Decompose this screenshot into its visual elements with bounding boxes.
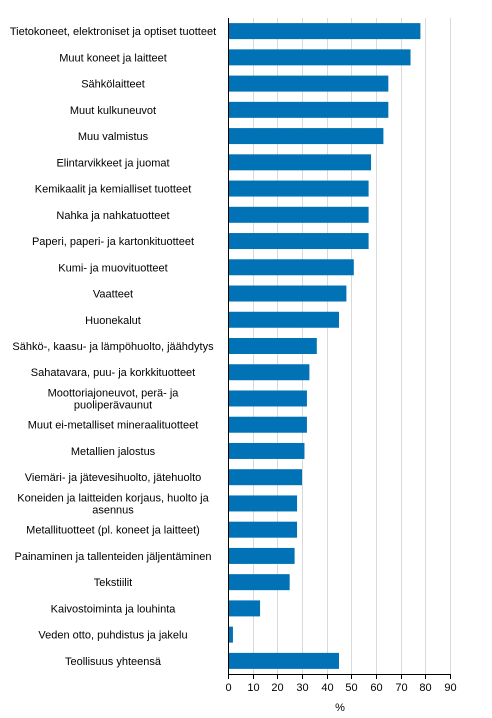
category-label-line: Nahka ja nahkatuotteet xyxy=(56,210,169,222)
category-label-line: Sahatavara, puu- ja korkkituotteet xyxy=(31,367,195,379)
bar-17 xyxy=(228,442,305,459)
bar-25 xyxy=(228,652,339,669)
category-label-6: Elintarvikkeet ja juomat xyxy=(56,157,169,169)
category-label-15: Moottoriajoneuvot, perä- ja puoliperävaun… xyxy=(48,387,180,411)
bar-16 xyxy=(228,416,307,433)
category-label-line: Muut ei-metalliset mineraalituotteet xyxy=(28,420,199,432)
category-label-line: Paperi, paperi- ja kartonkituotteet xyxy=(32,236,194,248)
category-label-7: Kemikaalit ja kemialliset tuotteet xyxy=(35,184,192,196)
category-label-line: Kemikaalit ja kemialliset tuotteet xyxy=(35,184,192,196)
x-axis-title: % xyxy=(335,702,345,714)
bar-23 xyxy=(228,600,261,617)
category-label-line: Muut koneet ja laitteet xyxy=(59,52,167,64)
x-tick-label-50: 50 xyxy=(345,682,357,694)
category-label-12: Huonekalut xyxy=(85,315,141,327)
category-label-21: Painaminen ja tallenteiden jäljentäminen xyxy=(15,551,212,563)
category-label-line: Veden otto, puhdistus ja jakelu xyxy=(38,630,187,642)
bar-18 xyxy=(228,469,302,486)
category-label-14: Sahatavara, puu- ja korkkituotteet xyxy=(31,367,195,379)
category-label-16: Muut ei-metalliset mineraalituotteet xyxy=(28,420,199,432)
bar-24 xyxy=(228,626,233,643)
bar-12 xyxy=(228,311,339,328)
axes xyxy=(228,18,451,679)
category-label-2: Muut koneet ja laitteet xyxy=(59,52,167,64)
category-label-line: Sähkölaitteet xyxy=(81,79,145,91)
category-label-line: Huonekalut xyxy=(85,315,141,327)
category-label-10: Kumi- ja muovituotteet xyxy=(58,262,167,274)
category-label-line: Elintarvikkeet ja juomat xyxy=(56,157,169,169)
category-label-19: Koneiden ja laitteiden korjaus, huolto j… xyxy=(17,492,209,516)
bar-22 xyxy=(228,574,290,591)
bar-11 xyxy=(228,285,347,302)
category-label-line: Muut kulkuneuvot xyxy=(70,105,156,117)
category-label-8: Nahka ja nahkatuotteet xyxy=(56,210,169,222)
x-tick-label-70: 70 xyxy=(395,682,407,694)
x-tick-label-20: 20 xyxy=(271,682,283,694)
category-label-line: Teollisuus yhteensä xyxy=(65,656,162,668)
category-label-3: Sähkölaitteet xyxy=(81,79,145,91)
category-label-line: Kaivostoiminta ja louhinta xyxy=(51,603,177,615)
x-tick-label-40: 40 xyxy=(321,682,333,694)
category-label-4: Muut kulkuneuvot xyxy=(70,105,156,117)
category-label-20: Metallituotteet (pl. koneet ja laitteet) xyxy=(26,525,200,537)
bar-19 xyxy=(228,495,298,512)
bar-20 xyxy=(228,521,298,538)
x-tick-label-80: 80 xyxy=(419,682,431,694)
category-labels: Tietokoneet, elektroniset ja optiset tuo… xyxy=(10,26,216,668)
category-label-line: puoliperävaunut xyxy=(74,399,152,411)
bar-1 xyxy=(228,23,421,40)
category-label-line: Painaminen ja tallenteiden jäljentäminen xyxy=(15,551,212,563)
bar-6 xyxy=(228,154,372,171)
category-label-line: Tietokoneet, elektroniset ja optiset tuo… xyxy=(10,26,216,38)
category-label-line: Metallien jalostus xyxy=(71,446,156,458)
category-label-line: Vaatteet xyxy=(93,289,133,301)
x-tick-labels: 0 10 20 30 40 50 60 70 80 90 xyxy=(225,682,456,694)
x-tick-label-60: 60 xyxy=(370,682,382,694)
category-label-23: Kaivostoiminta ja louhinta xyxy=(51,603,177,615)
x-tick-label-30: 30 xyxy=(296,682,308,694)
bar-2 xyxy=(228,49,411,66)
category-label-line: Sähkö-, kaasu- ja lämpöhuolto, jäähdytys xyxy=(12,341,214,353)
category-label-line: Viemäri- ja jätevesihuolto, jätehuolto xyxy=(25,472,202,484)
x-tick-label-0: 0 xyxy=(225,682,231,694)
bars xyxy=(228,23,421,669)
bar-3 xyxy=(228,75,389,92)
gridlines xyxy=(253,18,451,674)
category-label-line: asennus xyxy=(92,504,134,516)
category-label-line: Metallituotteet (pl. koneet ja laitteet) xyxy=(26,525,200,537)
category-label-18: Viemäri- ja jätevesihuolto, jätehuolto xyxy=(25,472,202,484)
bar-10 xyxy=(228,259,354,276)
category-label-22: Tekstiilit xyxy=(94,577,133,589)
category-label-line: Muu valmistus xyxy=(78,131,149,143)
category-label-line: Moottoriajoneuvot, perä- ja xyxy=(48,387,180,399)
category-label-25: Teollisuus yhteensä xyxy=(65,656,162,668)
bar-15 xyxy=(228,390,307,407)
category-label-13: Sähkö-, kaasu- ja lämpöhuolto, jäähdytys xyxy=(12,341,214,353)
bar-21 xyxy=(228,547,295,564)
bar-5 xyxy=(228,128,384,145)
category-label-1: Tietokoneet, elektroniset ja optiset tuo… xyxy=(10,26,216,38)
category-label-line: Tekstiilit xyxy=(94,577,133,589)
bar-4 xyxy=(228,101,389,118)
category-label-line: Kumi- ja muovituotteet xyxy=(58,262,167,274)
bar-8 xyxy=(228,206,369,223)
category-label-17: Metallien jalostus xyxy=(71,446,156,458)
bar-13 xyxy=(228,338,317,354)
x-tick-label-90: 90 xyxy=(444,682,456,694)
category-label-11: Vaatteet xyxy=(93,289,133,301)
category-label-9: Paperi, paperi- ja kartonkituotteet xyxy=(32,236,194,248)
category-label-24: Veden otto, puhdistus ja jakelu xyxy=(38,630,187,642)
bar-9 xyxy=(228,233,369,250)
bar-7 xyxy=(228,180,369,197)
category-label-line: Koneiden ja laitteiden korjaus, huolto j… xyxy=(17,492,209,504)
category-label-5: Muu valmistus xyxy=(78,131,149,143)
bar-14 xyxy=(228,364,310,381)
x-tick-label-10: 10 xyxy=(247,682,259,694)
